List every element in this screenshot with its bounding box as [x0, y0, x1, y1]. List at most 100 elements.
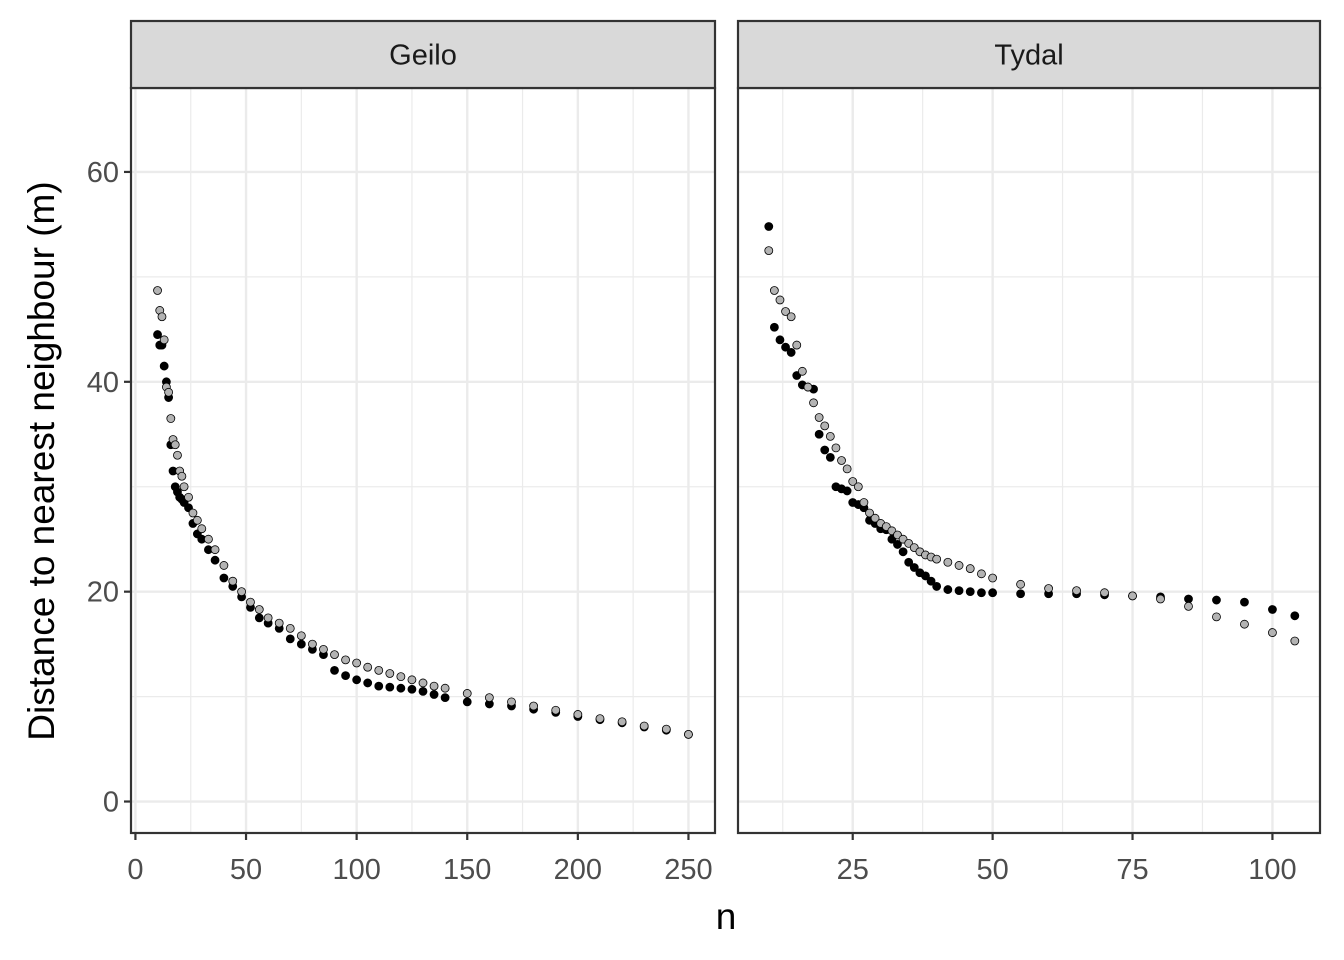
- data-point: [440, 683, 450, 693]
- data-point: [1016, 589, 1026, 599]
- data-point: [296, 631, 306, 641]
- data-point: [170, 440, 180, 450]
- data-point: [853, 482, 863, 492]
- data-point: [764, 246, 774, 256]
- data-point: [909, 563, 919, 572]
- data-point: [330, 650, 339, 660]
- data-point: [1184, 601, 1193, 611]
- data-point: [988, 573, 998, 583]
- data-point: [429, 681, 439, 691]
- data-point: [429, 690, 439, 699]
- data-point: [932, 554, 942, 564]
- data-point: [921, 571, 930, 581]
- data-point: [898, 547, 908, 557]
- data-point: [1128, 591, 1137, 601]
- data-point: [781, 307, 790, 316]
- data-point: [573, 710, 583, 719]
- data-point: [814, 413, 824, 422]
- data-point: [219, 573, 229, 583]
- data-point: [775, 335, 785, 345]
- data-point: [825, 452, 835, 462]
- data-point: [407, 684, 417, 694]
- facet-strip: [129, 19, 717, 90]
- data-point: [684, 729, 693, 739]
- data-point: [228, 576, 238, 586]
- data-point: [246, 597, 255, 607]
- data-point: [977, 588, 986, 598]
- data-point: [173, 450, 182, 460]
- data-point: [164, 387, 174, 397]
- data-point: [837, 456, 846, 465]
- data-point: [775, 295, 785, 305]
- data-point: [507, 697, 516, 707]
- x-tick-label: 50: [976, 854, 1008, 886]
- data-point: [1184, 594, 1193, 604]
- data-point: [396, 683, 406, 693]
- data-point: [197, 524, 207, 534]
- data-point: [1156, 594, 1165, 604]
- y-tick-label: 60: [87, 157, 119, 189]
- panel-geilo: Geilo 0 50 100 150 200 250: [127, 19, 717, 886]
- y-tick-label: 0: [103, 787, 119, 819]
- data-point: [440, 693, 450, 703]
- data-point: [188, 508, 198, 518]
- data-point: [307, 639, 317, 649]
- x-tick-label: 200: [554, 854, 602, 886]
- data-point: [1212, 595, 1221, 605]
- data-point: [865, 508, 874, 518]
- y-axis: 0 20 40 60: [87, 157, 131, 819]
- data-point: [551, 705, 561, 715]
- x-tick-label: 0: [127, 854, 143, 886]
- panel-tydal: Tydal 25 50 75 100: [736, 19, 1322, 886]
- data-point: [1212, 612, 1221, 622]
- data-point: [407, 675, 417, 685]
- data-point: [965, 564, 975, 573]
- data-point: [274, 618, 284, 628]
- series-grey: [764, 246, 1300, 646]
- data-point: [769, 322, 779, 332]
- data-point: [153, 330, 162, 339]
- x-tick-label: 100: [1248, 854, 1296, 886]
- x-tick-label: 250: [664, 854, 712, 886]
- data-point: [1290, 611, 1300, 621]
- data-point: [254, 605, 264, 614]
- data-point: [219, 561, 229, 570]
- data-point: [1268, 605, 1277, 614]
- x-tick-label: 100: [332, 854, 380, 886]
- data-point: [319, 644, 328, 654]
- data-point: [926, 576, 936, 586]
- panel-background: [131, 88, 715, 833]
- data-point: [418, 686, 428, 696]
- y-tick-label: 20: [87, 577, 119, 609]
- data-point: [210, 545, 220, 555]
- data-point: [159, 361, 169, 371]
- facet-strip: [736, 19, 1322, 90]
- data-point: [177, 471, 187, 481]
- data-point: [803, 382, 813, 392]
- data-point: [285, 623, 295, 633]
- data-point: [831, 443, 841, 453]
- x-axis-title: n: [716, 896, 737, 937]
- data-point: [870, 513, 880, 523]
- data-point: [179, 482, 189, 492]
- data-point: [797, 366, 807, 376]
- data-point: [965, 587, 975, 597]
- data-point: [1240, 597, 1249, 607]
- data-point: [595, 714, 605, 724]
- data-point: [954, 561, 964, 570]
- x-tick-label: 50: [230, 854, 262, 886]
- data-point: [153, 286, 162, 295]
- data-point: [859, 498, 869, 507]
- facet-strip-label: Geilo: [389, 40, 457, 72]
- data-point: [184, 492, 193, 502]
- data-point: [617, 717, 627, 727]
- data-point: [786, 312, 796, 322]
- data-point: [932, 582, 942, 591]
- data-point: [769, 286, 779, 295]
- data-point: [1100, 588, 1109, 598]
- data-point: [462, 697, 472, 707]
- data-point: [825, 431, 835, 441]
- data-point: [263, 613, 273, 623]
- panel-background: [738, 88, 1320, 833]
